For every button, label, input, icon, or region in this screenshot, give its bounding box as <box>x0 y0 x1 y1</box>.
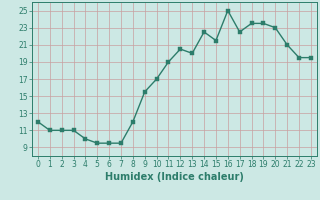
X-axis label: Humidex (Indice chaleur): Humidex (Indice chaleur) <box>105 172 244 182</box>
